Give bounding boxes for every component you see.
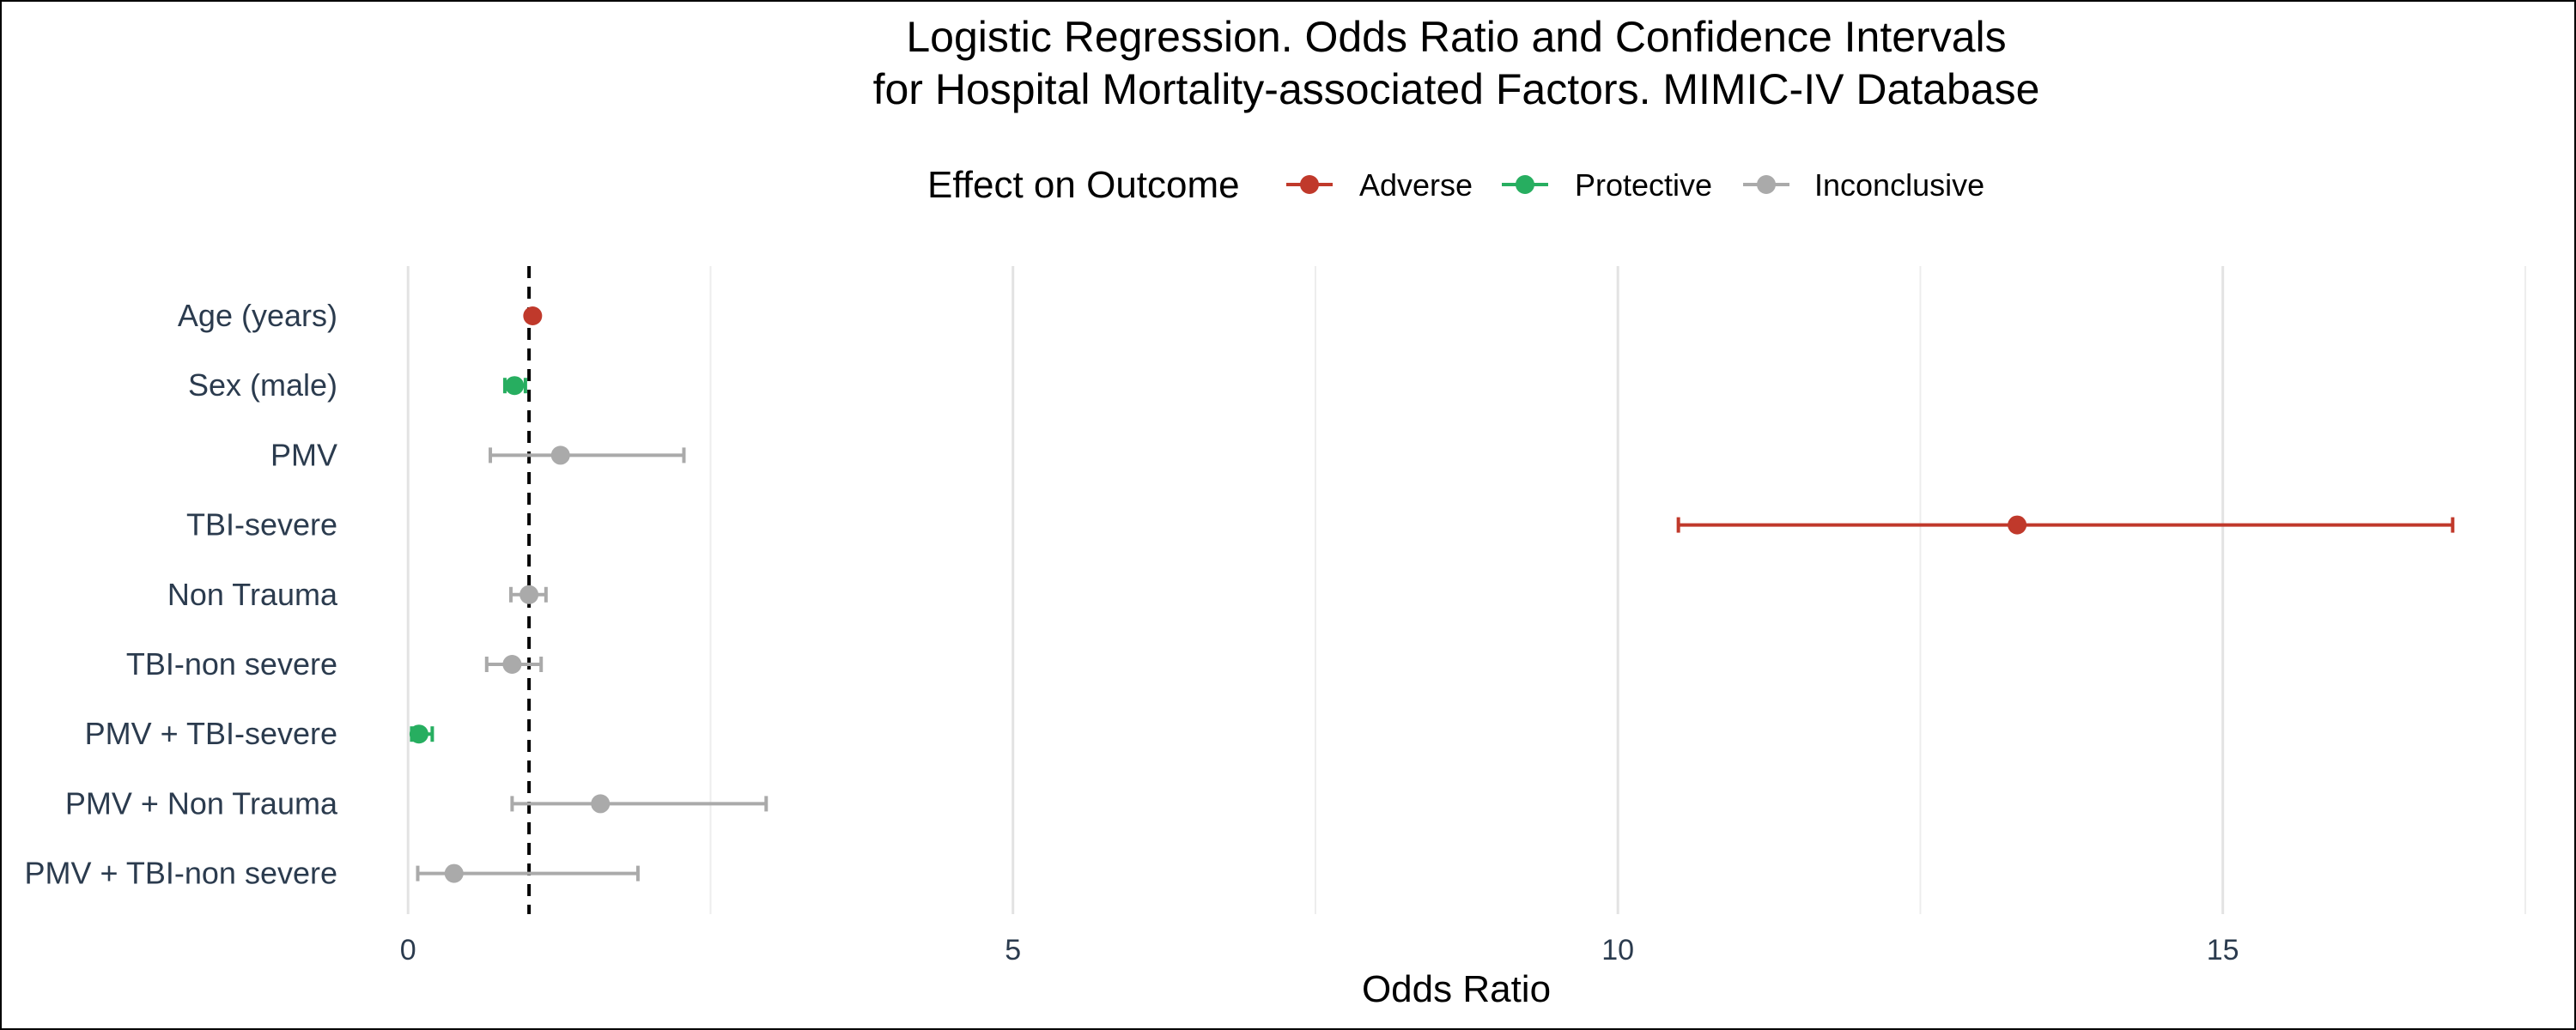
- factor-mark: [489, 445, 686, 465]
- odds-ratio-point: [502, 655, 522, 674]
- odds-ratio-point: [523, 306, 543, 325]
- legend-label-protective: Protective: [1575, 167, 1712, 203]
- chart-title-line-1: Logistic Regression. Odds Ratio and Conf…: [906, 13, 2006, 61]
- chart-title-line-2: for Hospital Mortality-associated Factor…: [873, 65, 2040, 113]
- legend-key-point: [1300, 175, 1319, 194]
- y-tick-label: Non Trauma: [167, 577, 338, 612]
- x-axis-label: Odds Ratio: [1362, 968, 1551, 1010]
- x-tick-label: 10: [1601, 934, 1634, 966]
- odds-ratio-point: [444, 863, 464, 883]
- odds-ratio-point: [591, 794, 611, 814]
- factor-mark: [416, 863, 640, 883]
- factor-mark: [523, 306, 543, 325]
- factor-mark: [409, 724, 434, 744]
- y-tick-label: Sex (male): [188, 367, 337, 403]
- legend-key-point: [1757, 175, 1776, 194]
- grid-lines: [406, 266, 2526, 914]
- odds-ratio-point: [550, 445, 570, 465]
- factor-mark: [508, 585, 548, 604]
- y-tick-label: Age (years): [178, 298, 337, 333]
- legend-label-inconclusive: Inconclusive: [1814, 167, 1984, 203]
- legend-title: Effect on Outcome: [927, 164, 1240, 206]
- x-tick-label: 0: [400, 934, 416, 966]
- legend-entry-inconclusive: Inconclusive: [1743, 167, 1984, 203]
- legend-entry-adverse: Adverse: [1286, 167, 1473, 203]
- x-axis-ticks: 0 5 10 15: [400, 934, 2239, 966]
- y-tick-label: PMV + TBI-severe: [85, 716, 337, 751]
- odds-ratio-point: [519, 585, 539, 604]
- x-tick-label: 15: [2207, 934, 2239, 966]
- legend-key-point: [1516, 175, 1534, 194]
- odds-ratio-point: [505, 376, 525, 396]
- y-tick-label: PMV: [270, 437, 337, 472]
- data-marks: [409, 306, 2455, 883]
- y-tick-label: PMV + TBI-non severe: [25, 856, 338, 891]
- legend: Effect on Outcome Adverse Protective Inc…: [927, 164, 1984, 206]
- factor-mark: [502, 376, 527, 396]
- odds-ratio-point: [409, 724, 428, 744]
- legend-entry-protective: Protective: [1502, 167, 1712, 203]
- y-axis-labels: Age (years) Sex (male) PMV TBI-severe Non Tr…: [25, 298, 338, 891]
- factor-mark: [484, 655, 544, 674]
- y-tick-label: PMV + Non Trauma: [65, 785, 338, 821]
- factor-mark: [510, 794, 769, 814]
- y-tick-label: TBI-non severe: [126, 646, 337, 682]
- factor-mark: [1676, 515, 2455, 535]
- x-tick-label: 5: [1005, 934, 1021, 966]
- legend-label-adverse: Adverse: [1359, 167, 1473, 203]
- odds-ratio-point: [2008, 515, 2027, 535]
- y-tick-label: TBI-severe: [186, 507, 337, 542]
